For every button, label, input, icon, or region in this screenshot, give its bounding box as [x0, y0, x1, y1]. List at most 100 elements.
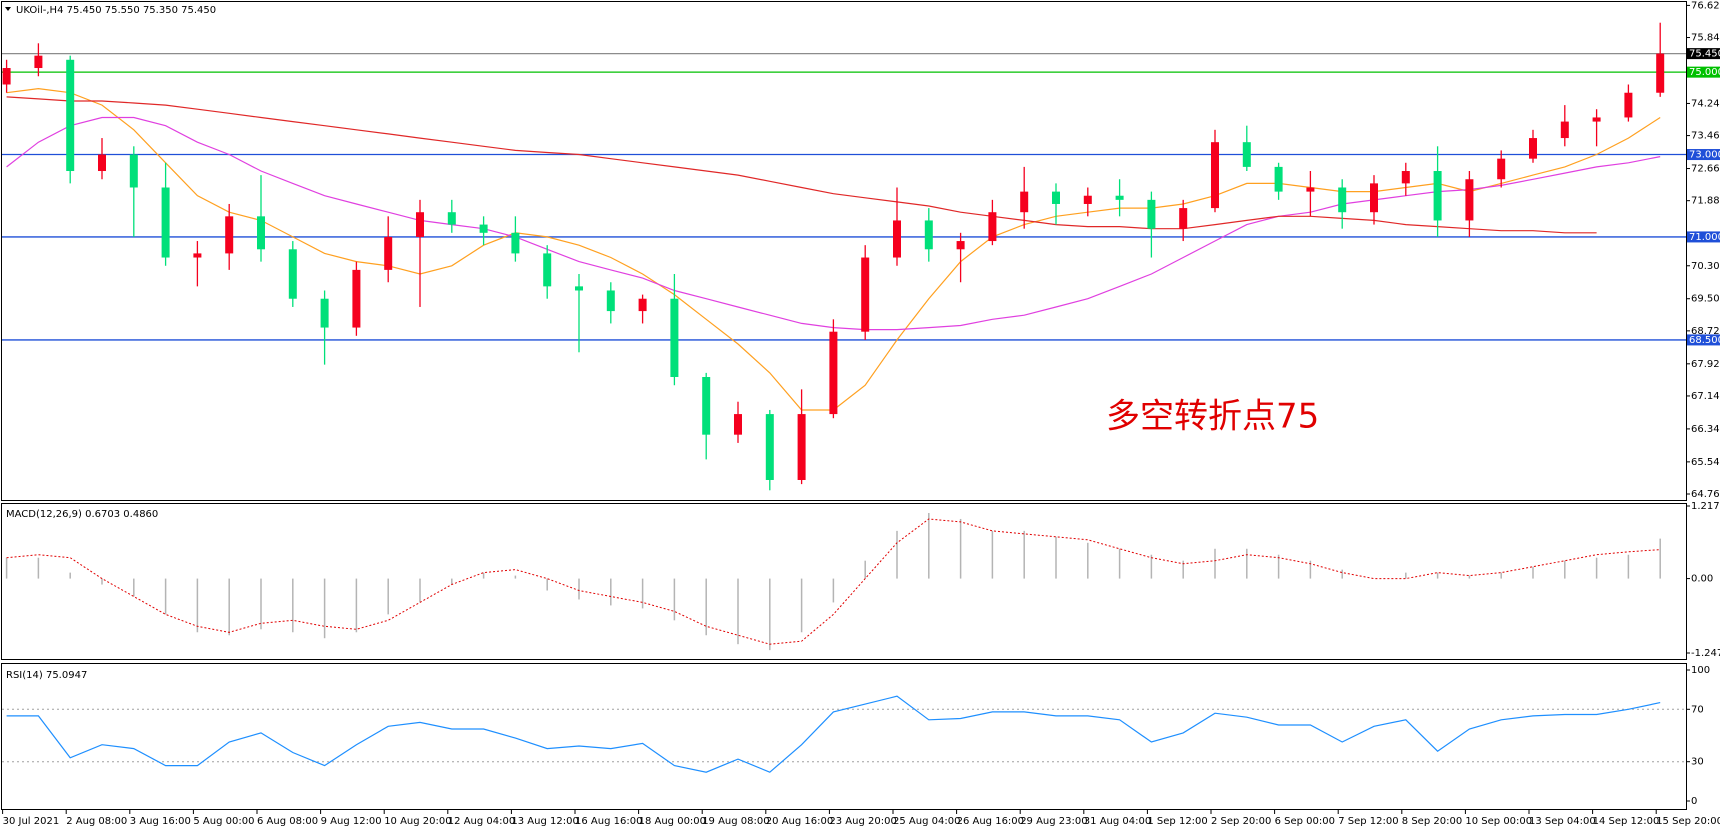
- candle-body: [734, 414, 742, 435]
- candle-body: [1083, 195, 1092, 204]
- x-tick-label: 1 Sep 12:00: [1147, 816, 1207, 827]
- x-tick-label: 2 Aug 08:00: [66, 816, 127, 827]
- y-tick-label: 75.84: [1691, 33, 1720, 44]
- candle-body: [129, 154, 138, 188]
- candle-body: [1401, 171, 1410, 184]
- x-tick-label: 3 Aug 16:00: [130, 816, 191, 827]
- annotation: 多空转折点75: [1106, 397, 1319, 437]
- y-tick-label: 67.14: [1691, 391, 1720, 402]
- x-tick-label: 9 Aug 12:00: [321, 816, 382, 827]
- candle-body: [988, 212, 997, 242]
- x-tick-label: 29 Aug 23:00: [1020, 816, 1087, 827]
- candle-body: [575, 286, 583, 291]
- rsi-line: [6, 695, 1661, 773]
- x-tick-label: 13 Sep 04:00: [1529, 816, 1596, 827]
- candle-body: [320, 298, 329, 328]
- x-tick-label: 7 Sep 12:00: [1338, 816, 1398, 827]
- y-tick-label: 76.620: [1691, 0, 1720, 11]
- candle-body: [956, 241, 965, 250]
- candle-body: [193, 253, 202, 258]
- x-tick-label: 23 Aug 20:00: [829, 816, 896, 827]
- x-tick-label: 6 Aug 08:00: [257, 816, 318, 827]
- x-tick-label: 5 Aug 00:00: [193, 816, 254, 827]
- x-tick-label: 2 Sep 20:00: [1211, 816, 1271, 827]
- y-tick-label: 68.72: [1691, 326, 1720, 337]
- x-tick-label: 8 Sep 20:00: [1402, 816, 1462, 827]
- x-tick-label: 18 Aug 00:00: [639, 816, 706, 827]
- y-tick-label: 67.92: [1691, 359, 1720, 370]
- y-tick-label: 0: [1691, 796, 1697, 807]
- candle-body: [670, 298, 679, 377]
- candle-body: [1020, 191, 1029, 213]
- candle-body: [257, 216, 265, 250]
- y-tick-label: 70.300: [1691, 261, 1720, 272]
- candle-body: [1147, 199, 1156, 229]
- candle-body: [543, 253, 552, 287]
- x-tick-label: 16 Aug 16:00: [575, 816, 642, 827]
- y-tick-label: 70: [1691, 704, 1704, 715]
- y-tick-label: 100: [1691, 665, 1710, 676]
- y-tick-label: 66.34: [1691, 424, 1720, 435]
- macd-panel-frame: [1, 503, 1687, 660]
- y-tick-label: -1.2479: [1691, 648, 1720, 659]
- y-tick-label: 73.46: [1691, 131, 1720, 142]
- candle-body: [1656, 53, 1665, 93]
- x-tick-label: 26 Aug 16:00: [957, 816, 1024, 827]
- level-label: 75.450: [1689, 49, 1720, 60]
- macd-title: MACD(12,26,9) 0.6703 0.4860: [6, 509, 158, 520]
- candle-body: [1052, 191, 1060, 204]
- candle-body: [2, 68, 11, 85]
- x-tick-label: 10 Sep 00:00: [1465, 816, 1532, 827]
- y-tick-label: 69.500: [1691, 294, 1720, 305]
- candle-body: [893, 220, 901, 258]
- rsi-title: RSI(14) 75.0947: [6, 670, 87, 681]
- level-label-bg: [1687, 149, 1720, 161]
- level-label: 68.500: [1689, 335, 1720, 346]
- level-label-bg: [1687, 231, 1720, 243]
- y-tick-label: 30: [1691, 757, 1704, 768]
- candle-body: [1242, 142, 1251, 167]
- rsi-panel-frame: [1, 663, 1687, 810]
- candle-body: [765, 414, 774, 480]
- candle-body: [511, 232, 520, 254]
- candle-body: [606, 290, 615, 312]
- x-tick-label: 13 Aug 12:00: [511, 816, 578, 827]
- x-tick-label: 31 Aug 04:00: [1084, 816, 1151, 827]
- signal-line: [6, 518, 1661, 645]
- main-panel-frame: [1, 1, 1687, 501]
- candle-body: [98, 154, 106, 172]
- candle-body: [34, 55, 43, 69]
- candle-body: [829, 331, 838, 415]
- x-tick-label: 6 Sep 00:00: [1275, 816, 1335, 827]
- level-label-bg: [1687, 66, 1720, 78]
- y-tick-label: 65.54: [1691, 457, 1720, 468]
- candle-body: [924, 220, 933, 250]
- candle-body: [384, 236, 393, 270]
- candle-body: [447, 212, 456, 225]
- x-tick-label: 19 Aug 08:00: [702, 816, 769, 827]
- candle-body: [1274, 166, 1283, 192]
- candle-body: [416, 212, 424, 237]
- candle-body: [352, 269, 361, 328]
- candle-body: [1115, 195, 1124, 200]
- candle-body: [1433, 171, 1442, 221]
- menu-arrow: [5, 7, 11, 11]
- candle-body: [1370, 183, 1378, 213]
- candle-body: [66, 59, 75, 172]
- candle-body: [1179, 208, 1188, 229]
- candle-body: [479, 224, 488, 233]
- candle-body: [1592, 117, 1601, 122]
- x-tick-label: 10 Aug 20:00: [384, 816, 451, 827]
- candle-body: [1497, 158, 1506, 180]
- candle-body: [1529, 138, 1537, 159]
- level-label-bg: [1687, 48, 1720, 60]
- moving-average: [6, 96, 1597, 234]
- level-label: 73.000: [1689, 150, 1720, 161]
- x-tick-label: 15 Sep 20:00: [1656, 816, 1720, 827]
- level-label: 75.000: [1689, 67, 1720, 78]
- y-tick-label: 74.240: [1691, 98, 1720, 109]
- candle-body: [288, 249, 297, 299]
- y-tick-label: 64.760: [1691, 489, 1720, 500]
- y-tick-label: 1.2172: [1691, 501, 1720, 512]
- candle-body: [1306, 187, 1315, 192]
